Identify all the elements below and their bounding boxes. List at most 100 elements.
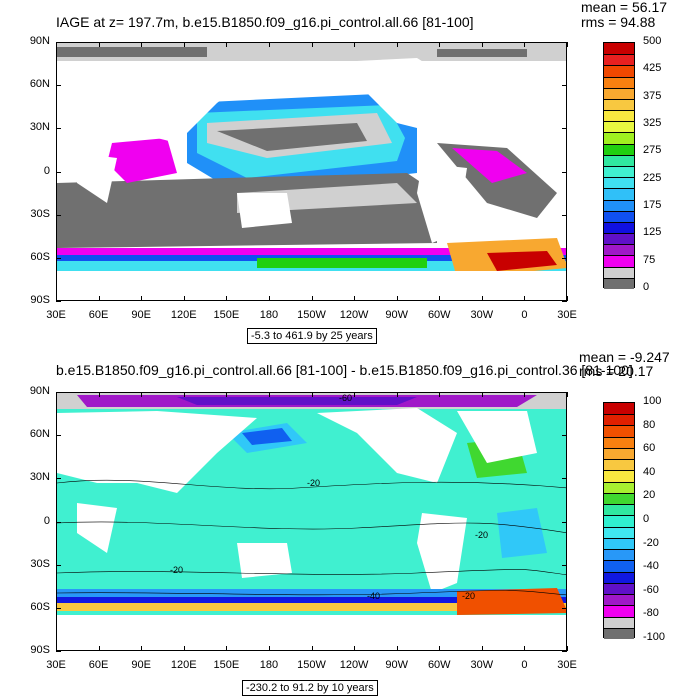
south-atlantic-negative	[497, 508, 547, 558]
longitude-tick	[268, 296, 270, 301]
longitude-tick	[567, 42, 568, 47]
colorbar-segment	[604, 98, 634, 111]
longitude-tick	[268, 392, 270, 397]
longitude-tick	[183, 392, 185, 397]
latitude-tick	[562, 301, 567, 302]
colorbar-segment	[604, 121, 634, 133]
colorbar-segment	[604, 582, 634, 595]
colorbar-label: 375	[643, 89, 662, 102]
colorbar-label: 0	[643, 281, 650, 293]
colorbar-segment	[604, 54, 634, 66]
contour-label: -20	[307, 478, 320, 488]
colorbar-segment	[604, 571, 634, 583]
latitude-tick	[56, 651, 61, 652]
colorbar-segment	[604, 459, 634, 471]
longitude-tick	[268, 646, 270, 651]
latitude-tick-label: 60S	[30, 600, 50, 613]
latitude-tick	[562, 651, 567, 652]
longitude-tick	[439, 42, 441, 47]
antarctica-landmass	[57, 615, 566, 650]
longitude-tick-label: 180	[259, 309, 279, 321]
colorbar-segment	[604, 537, 634, 550]
map-plot-area	[56, 42, 567, 301]
longitude-tick	[396, 296, 398, 301]
contour-label: -40	[367, 591, 380, 601]
longitude-tick	[354, 42, 356, 47]
colorbar-segment	[604, 87, 634, 99]
mean-stat: mean = 56.17	[581, 0, 668, 15]
colorbar-segment	[604, 255, 634, 267]
longitude-tick-label: 90E	[131, 309, 151, 321]
longitude-tick-label: 30E	[557, 659, 577, 671]
longitude-tick-label: 30E	[557, 309, 577, 321]
iage-difference-panel: b.e15.B1850.f09_g16.pi_control.all.66 [8…	[0, 350, 700, 700]
colorbar-label: 125	[643, 226, 662, 239]
latitude-tick-label: 30N	[29, 471, 50, 484]
southern-belt-negative	[57, 589, 566, 597]
latitude-tick-label: 90S	[30, 294, 50, 306]
latitude-tick	[562, 257, 567, 259]
contour-range-note: -230.2 to 91.2 by 10 years	[242, 680, 378, 696]
southern-belt-magenta	[57, 248, 566, 255]
latitude-tick	[56, 607, 61, 609]
latitude-tick	[562, 85, 567, 87]
colorbar-segment	[604, 65, 634, 77]
contour-label: -20	[170, 565, 183, 575]
colorbar-label: -80	[643, 607, 659, 620]
longitude-tick	[311, 646, 313, 651]
longitude-tick-label: 60E	[88, 309, 109, 321]
colorbar-label: 60	[643, 442, 656, 455]
latitude-tick	[562, 607, 567, 609]
longitude-tick-label: 60E	[88, 659, 109, 671]
longitude-tick	[56, 392, 57, 397]
contour-label: -60	[339, 393, 352, 403]
rms-stat: rms = 94.88	[581, 14, 656, 30]
colorbar-label: 325	[643, 117, 662, 129]
panel-title: IAGE at z= 197.7m, b.e15.B1850.f09_g16.p…	[56, 14, 474, 30]
longitude-tick-label: 180	[259, 659, 279, 671]
colorbar-label: 75	[643, 253, 656, 266]
latitude-tick-label: 90S	[30, 644, 50, 656]
latitude-tick	[56, 171, 61, 173]
colorbar-segment	[604, 560, 634, 572]
longitude-tick	[183, 646, 185, 651]
colorbar-label: -60	[643, 583, 659, 596]
greenland-region	[457, 411, 537, 463]
north-america-landmass	[317, 58, 457, 133]
colorbar-label: 20	[643, 489, 656, 502]
latitude-tick	[562, 128, 567, 130]
colorbar-segment	[604, 605, 634, 617]
longitude-tick	[98, 392, 100, 397]
arctic-strong-negative	[177, 397, 417, 405]
greenland-region	[457, 63, 537, 123]
latitude-tick	[56, 42, 61, 43]
longitude-tick-label: 60W	[427, 659, 451, 671]
longitude-tick	[56, 296, 57, 301]
australia-landmass	[237, 193, 292, 228]
longitude-tick-label: 150E	[213, 309, 240, 321]
longitude-tick-label: 120W	[339, 309, 369, 321]
longitude-tick-label: 150E	[213, 659, 240, 671]
latitude-tick	[562, 521, 567, 523]
latitude-tick	[56, 257, 61, 259]
longitude-tick	[396, 646, 398, 651]
longitude-tick	[226, 392, 228, 397]
longitude-tick	[481, 296, 483, 301]
indian-ocean-young	[107, 138, 177, 183]
colorbar-segment	[604, 154, 634, 166]
contour-lines	[57, 479, 566, 596]
longitude-tick	[439, 296, 441, 301]
colorbar-segment	[604, 481, 634, 493]
longitude-tick	[439, 646, 441, 651]
longitude-tick	[481, 42, 483, 47]
difference-field-map: -60 -20 -20 -20 -40 -20	[57, 393, 566, 650]
latitude-tick	[56, 301, 61, 302]
latitude-tick	[56, 478, 61, 480]
longitude-tick	[481, 646, 483, 651]
colorbar-segment	[604, 526, 634, 538]
colorbar-label: 100	[643, 395, 662, 407]
longitude-tick-label: 60W	[427, 309, 451, 321]
colorbar-segment	[604, 616, 634, 628]
colorbar-segment	[604, 43, 634, 55]
colorbar-segment	[604, 515, 634, 527]
